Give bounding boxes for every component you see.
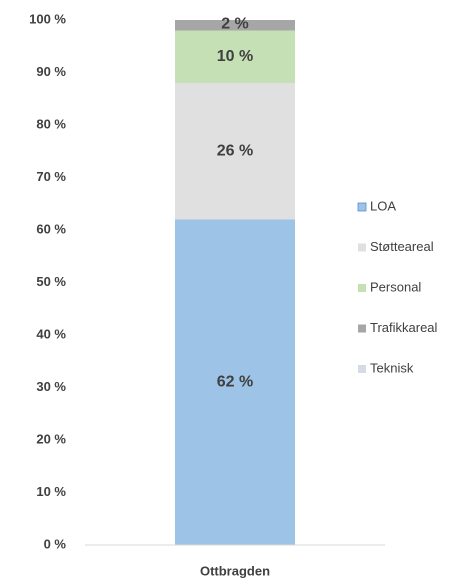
y-tick-label: 10 % [36, 484, 66, 499]
y-tick-label: 80 % [36, 116, 66, 131]
legend-label: Trafikkareal [370, 320, 438, 335]
value-label: 10 % [217, 48, 253, 65]
legend-swatch [358, 365, 366, 373]
x-tick-label: Ottbragden [200, 563, 270, 578]
legend-swatch [358, 284, 366, 292]
value-label: 26 % [217, 142, 253, 159]
legend-label: Teknisk [370, 360, 414, 375]
y-tick-label: 50 % [36, 274, 66, 289]
y-tick-label: 0 % [44, 536, 67, 551]
y-tick-label: 60 % [36, 221, 66, 236]
legend-label: Personal [370, 279, 421, 294]
bar-segment [175, 219, 295, 545]
legend-swatch [357, 202, 367, 212]
value-label: 2 % [221, 15, 249, 32]
legend-label: LOA [370, 198, 396, 213]
legend-swatch [358, 324, 366, 333]
value-label: 62 % [217, 373, 253, 390]
bar-segment [175, 30, 295, 83]
y-tick-label: 90 % [36, 64, 66, 79]
y-tick-label: 30 % [36, 379, 66, 394]
legend-label: Støtteareal [370, 239, 434, 254]
y-tick-label: 40 % [36, 326, 66, 341]
bar-segment [175, 20, 295, 31]
y-tick-label: 20 % [36, 431, 66, 446]
legend-swatch [358, 243, 366, 252]
y-tick-label: 100 % [29, 11, 66, 26]
bar-segment [175, 83, 295, 220]
y-tick-label: 70 % [36, 169, 66, 184]
